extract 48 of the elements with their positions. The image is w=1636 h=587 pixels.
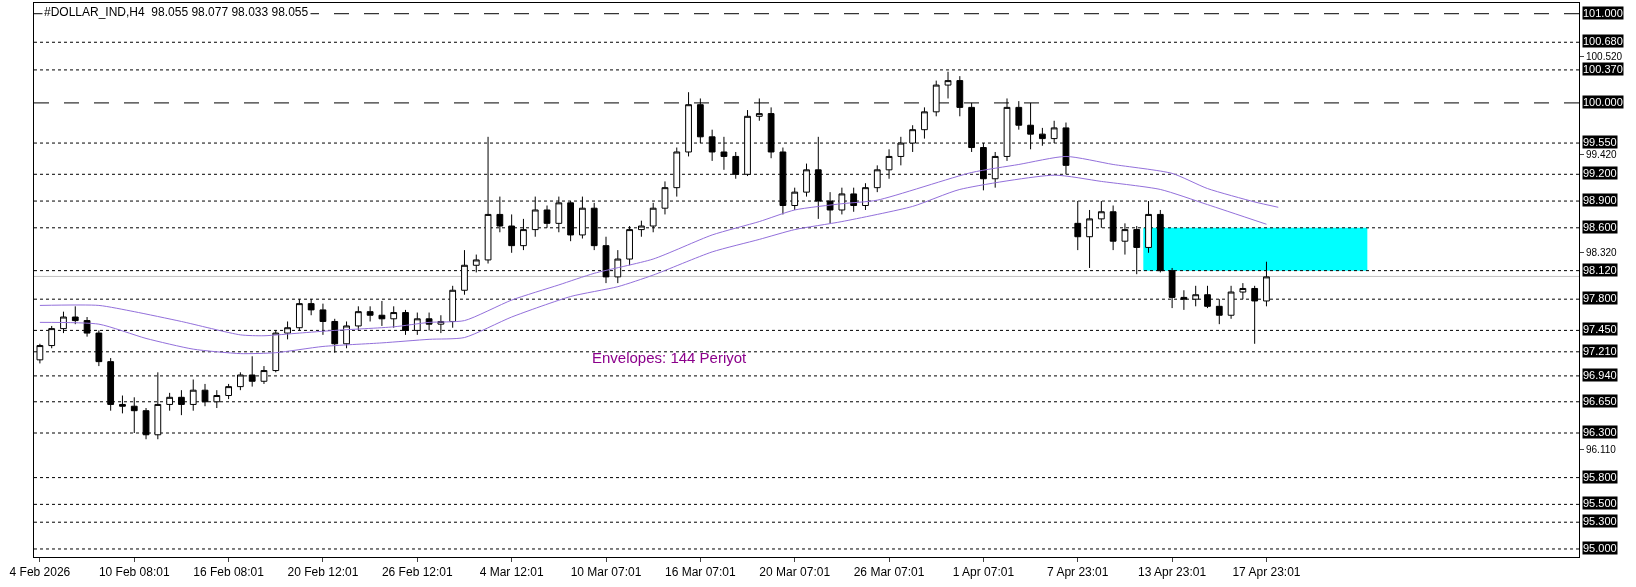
x-tick-label: 7 Apr 23:01 (1047, 565, 1109, 580)
ref-line-label: 98.900 (1583, 194, 1617, 206)
x-tick-label: 4 Feb 2026 (9, 565, 71, 580)
x-tick-label: 20 Mar 07:01 (759, 565, 831, 580)
x-tick-label: 26 Feb 12:01 (381, 565, 453, 580)
candlestick (1015, 100, 1023, 131)
line-series (39, 155, 1279, 337)
x-tick-label: 4 Mar 12:01 (479, 565, 544, 580)
x-tick-label: 10 Feb 08:01 (98, 565, 170, 580)
y-tick-label: 98.320 (1586, 247, 1618, 259)
candlestick (71, 305, 79, 325)
ref-line-label: 95.000 (1583, 542, 1617, 554)
candlestick (366, 305, 374, 322)
ref-line-label: 95.500 (1583, 497, 1617, 509)
chart-title: #DOLLAR_IND,H4 98.055 98.077 98.033 98.055 (44, 5, 309, 19)
x-tick-label: 17 Apr 23:01 (1232, 565, 1301, 580)
ref-line-label: 97.210 (1583, 345, 1617, 357)
x-tick-label: 16 Feb 08:01 (193, 565, 265, 580)
x-tick-label: 20 Feb 12:01 (287, 565, 359, 580)
candlestick (225, 383, 232, 400)
ref-line-label: 97.800 (1583, 292, 1617, 304)
candlestick (921, 106, 928, 140)
ref-line-label: 98.120 (1583, 264, 1617, 276)
ref-line-label: 98.600 (1583, 221, 1617, 233)
ref-line-label: 96.650 (1583, 395, 1617, 407)
ref-line-label: 97.450 (1583, 323, 1617, 335)
y-tick-label: 99.420 (1586, 149, 1618, 161)
ref-line-label: 100.680 (1583, 35, 1623, 47)
ref-line-label: 95.300 (1583, 515, 1617, 527)
candlestick (343, 320, 350, 349)
ref-line-label: 96.300 (1583, 426, 1617, 438)
x-tick-label: 26 Mar 07:01 (853, 565, 925, 580)
ref-line-label: 100.000 (1583, 96, 1623, 108)
ref-line-label: 96.940 (1583, 369, 1617, 381)
x-tick-label: 16 Mar 07:01 (664, 565, 737, 580)
candlestick (354, 305, 362, 331)
x-tick-label: 13 Apr 23:01 (1138, 565, 1207, 580)
ref-line-label: 101.000 (1583, 7, 1623, 19)
ref-line-label: 99.200 (1583, 167, 1617, 179)
y-tick-label: 100.520 (1586, 51, 1623, 63)
ref-line-label: 100.370 (1583, 63, 1623, 75)
candlestick (390, 305, 398, 329)
x-tick-label: 10 Mar 07:01 (570, 565, 642, 580)
x-tick-label: 1 Apr 07:01 (952, 565, 1015, 580)
annotation: Envelopes: 144 Periyot (592, 349, 748, 366)
ref-line-label: 99.550 (1583, 136, 1617, 148)
ref-line-label: 95.800 (1583, 471, 1617, 483)
y-tick-label: 96.110 (1586, 444, 1617, 456)
